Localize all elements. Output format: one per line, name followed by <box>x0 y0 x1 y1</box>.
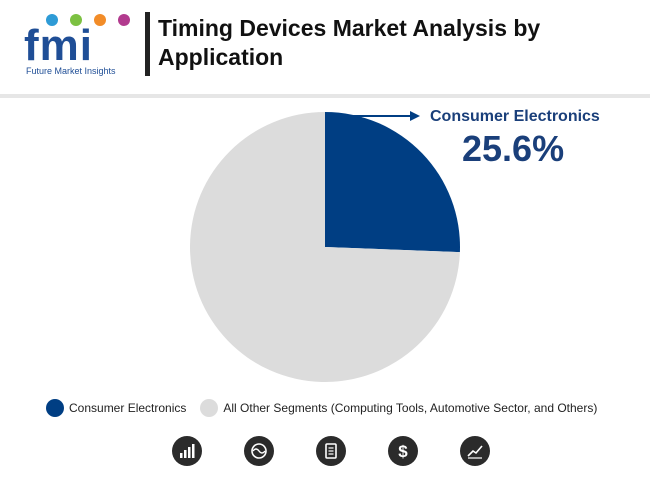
legend: Consumer Electronics All Other Segments … <box>46 398 611 418</box>
legend-item-other-segments: All Other Segments (Computing Tools, Aut… <box>200 399 597 417</box>
page-title: Timing Devices Market Analysis by Applic… <box>158 15 541 70</box>
fmi-logo: fmi Future Market Insights <box>24 14 134 78</box>
legend-swatch <box>46 399 64 417</box>
logo-dot-icon <box>46 14 58 26</box>
pie-slices <box>189 112 460 383</box>
callout-value: 25.6% <box>462 128 565 169</box>
legend-label: All Other Segments (Computing Tools, Aut… <box>223 401 598 415</box>
pie-slice-other-segments <box>189 112 460 383</box>
legend-swatch <box>200 399 219 417</box>
bar-chart-icon[interactable] <box>172 436 202 466</box>
logo-icons <box>40 14 130 28</box>
pie-slice-consumer-electronics <box>325 112 460 253</box>
header-divider <box>145 12 150 76</box>
svg-text:$: $ <box>398 442 408 460</box>
logo-dot-icon <box>70 14 82 26</box>
logo-wordmark: fmi <box>24 21 93 70</box>
globe-icon[interactable] <box>244 436 274 466</box>
dollar-icon[interactable]: $ <box>388 436 418 466</box>
header: fmi Future Market Insights Timing Device… <box>0 0 650 90</box>
header-band <box>0 94 650 98</box>
trend-chart-icon[interactable] <box>460 436 490 466</box>
logo-dot-icon <box>94 14 106 26</box>
callout-label: Consumer Electronics <box>430 108 600 125</box>
legend-label: Consumer Electronics <box>69 401 187 415</box>
legend-item-consumer-electronics: Consumer Electronics <box>46 399 186 417</box>
callout-arrow <box>325 111 420 121</box>
logo-subtitle: Future Market Insights <box>26 66 116 76</box>
logo-dot-icon <box>118 14 130 26</box>
document-icon[interactable] <box>316 436 346 466</box>
